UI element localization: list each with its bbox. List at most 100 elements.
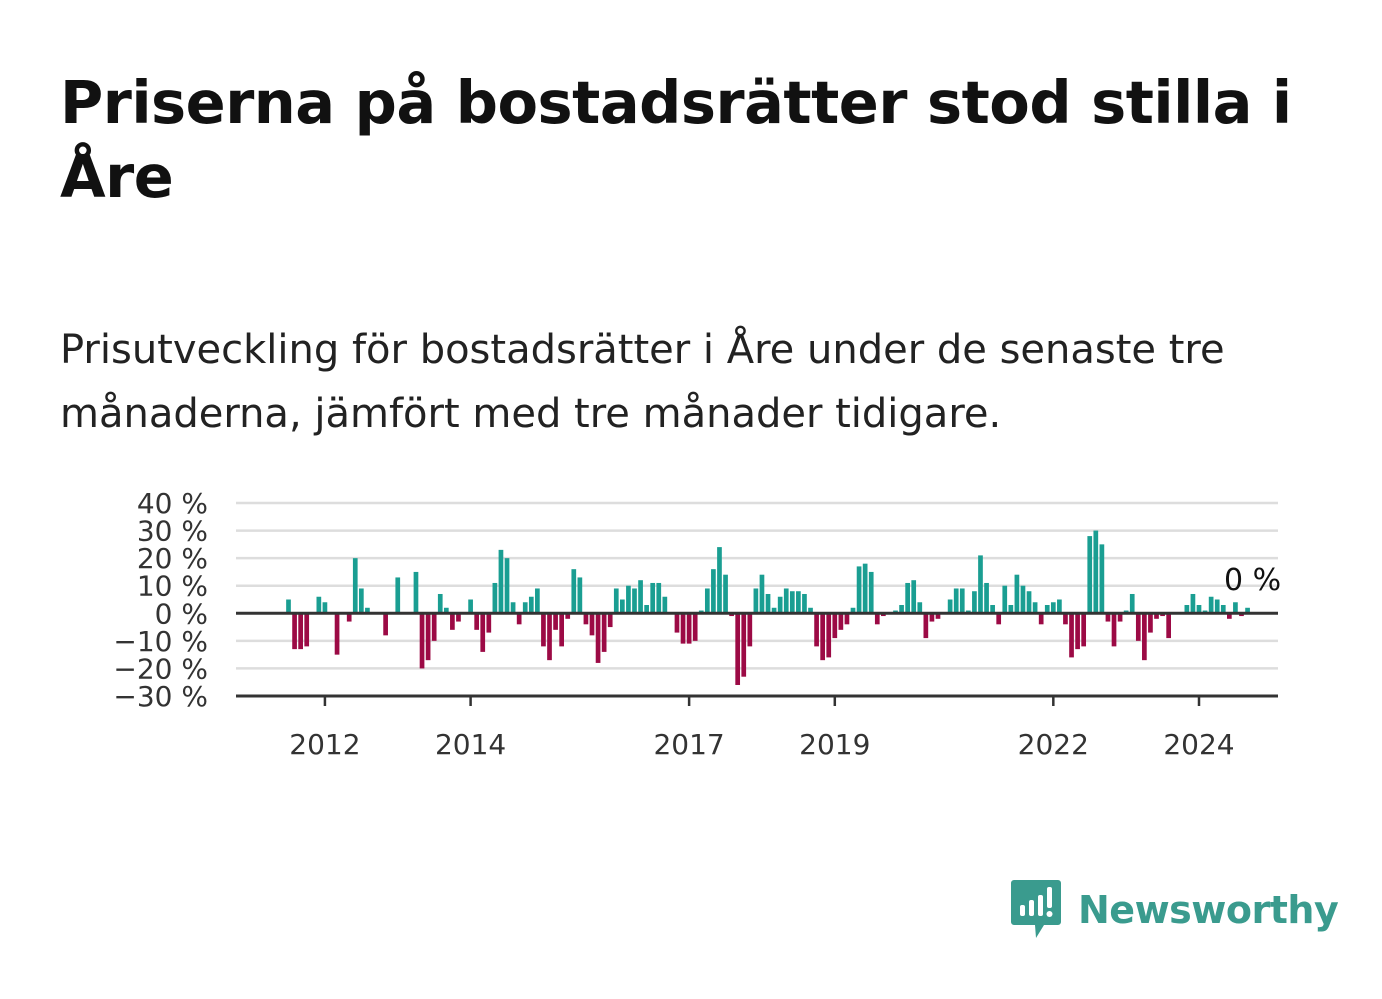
bar bbox=[480, 613, 486, 652]
bar bbox=[1057, 599, 1062, 614]
bar bbox=[559, 613, 564, 647]
bar bbox=[765, 593, 771, 614]
y-axis: 40 %30 %20 %10 %0 %−10 %−20 %−30 % bbox=[113, 487, 208, 713]
bar bbox=[856, 566, 862, 614]
bar bbox=[510, 602, 516, 614]
bar bbox=[1142, 613, 1147, 661]
bar bbox=[1208, 596, 1214, 614]
bar bbox=[1099, 544, 1105, 614]
bar bbox=[601, 613, 607, 652]
bar bbox=[844, 613, 850, 625]
bar bbox=[935, 613, 941, 619]
bar bbox=[492, 582, 498, 614]
bar bbox=[1069, 613, 1074, 658]
gridlines bbox=[236, 501, 1278, 670]
chart-title: Priserna på bostadsrätter stod stilla i … bbox=[60, 68, 1292, 211]
y-tick-label: −20 % bbox=[113, 652, 208, 685]
bar bbox=[620, 599, 625, 614]
bar bbox=[1111, 613, 1117, 647]
bar bbox=[443, 607, 449, 614]
bar bbox=[358, 588, 364, 614]
bar bbox=[1008, 605, 1014, 614]
x-tick-label: 2012 bbox=[289, 728, 360, 761]
bar bbox=[686, 613, 692, 644]
bar bbox=[990, 605, 995, 614]
y-tick-label: 0 % bbox=[155, 597, 208, 630]
bar bbox=[802, 593, 807, 614]
brand-name: Newsworthy bbox=[1078, 888, 1339, 932]
bar bbox=[1032, 602, 1038, 614]
bar bbox=[923, 613, 929, 639]
bar bbox=[1075, 613, 1080, 650]
bar bbox=[777, 596, 783, 614]
bar bbox=[638, 580, 643, 614]
bar bbox=[1081, 613, 1087, 647]
bar bbox=[565, 613, 571, 619]
bar bbox=[1214, 599, 1220, 614]
y-tick-label: 40 % bbox=[137, 487, 208, 520]
bar bbox=[626, 585, 631, 614]
bar bbox=[723, 574, 728, 614]
bar bbox=[820, 613, 826, 661]
bar bbox=[692, 613, 698, 641]
x-tick-label: 2014 bbox=[435, 728, 506, 761]
bar bbox=[978, 555, 983, 614]
bar bbox=[1196, 605, 1202, 614]
bar bbox=[528, 596, 534, 614]
bar bbox=[304, 613, 310, 647]
bar bbox=[771, 607, 777, 614]
bar bbox=[759, 574, 765, 614]
y-tick-label: 10 % bbox=[137, 570, 208, 603]
bar bbox=[1014, 574, 1020, 614]
bar bbox=[450, 613, 455, 630]
bar bbox=[911, 580, 917, 614]
bar bbox=[1087, 536, 1093, 614]
bar bbox=[1117, 613, 1123, 622]
bar bbox=[735, 613, 741, 685]
bar bbox=[607, 613, 613, 628]
bar bbox=[947, 599, 953, 614]
bar bbox=[468, 599, 473, 614]
bar bbox=[516, 613, 522, 625]
bar-chart: 40 %30 %20 %10 %0 %−10 %−20 %−30 % 2012 2… bbox=[113, 487, 1281, 761]
bars bbox=[286, 530, 1250, 685]
bar bbox=[322, 602, 328, 614]
bar bbox=[1038, 613, 1044, 625]
bar bbox=[292, 613, 297, 650]
x-tick-label: 2024 bbox=[1163, 728, 1234, 761]
y-tick-label: −10 % bbox=[113, 625, 208, 658]
bar bbox=[498, 549, 504, 614]
bar bbox=[832, 613, 838, 639]
chart-subtitle: Prisutveckling för bostadsrätter i Åre u… bbox=[60, 327, 1225, 437]
bar bbox=[1154, 613, 1159, 619]
x-tick-label: 2022 bbox=[1018, 728, 1089, 761]
bar bbox=[1063, 613, 1068, 625]
bar bbox=[929, 613, 935, 622]
bar bbox=[413, 571, 419, 614]
bar bbox=[522, 602, 528, 614]
last-value-label: 0 % bbox=[1224, 563, 1281, 598]
bar bbox=[984, 582, 989, 614]
bar bbox=[352, 558, 358, 614]
bar bbox=[1105, 613, 1111, 622]
bar bbox=[1190, 593, 1196, 614]
bar bbox=[395, 577, 401, 614]
bar bbox=[334, 613, 340, 655]
bar bbox=[425, 613, 431, 661]
bar bbox=[711, 569, 716, 614]
y-tick-label: 20 % bbox=[137, 542, 208, 575]
bar bbox=[814, 613, 819, 647]
x-tick-label: 2017 bbox=[653, 728, 724, 761]
bar bbox=[431, 613, 437, 641]
bar bbox=[571, 569, 577, 614]
bar bbox=[577, 577, 583, 614]
bar bbox=[1044, 605, 1050, 614]
bar bbox=[680, 613, 686, 644]
bar bbox=[1184, 605, 1190, 614]
bar bbox=[583, 613, 589, 625]
y-tick-label: −30 % bbox=[113, 680, 208, 713]
bar bbox=[796, 591, 801, 614]
bar bbox=[905, 582, 910, 614]
bar bbox=[365, 607, 370, 614]
bar bbox=[838, 613, 844, 630]
